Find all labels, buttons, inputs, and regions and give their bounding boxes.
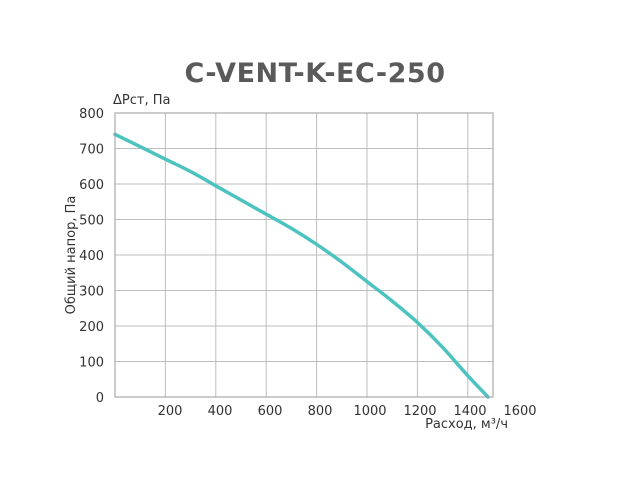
x-tick-label: 1000 (353, 404, 386, 419)
y-tick-label: 500 (79, 214, 104, 229)
x-tick-label: 1600 (503, 404, 536, 419)
y-tick-label: 800 (79, 107, 104, 122)
x-tick-label: 1200 (403, 404, 436, 419)
grid (115, 113, 493, 397)
x-ticks: 200 400 600 800 1000 1200 1400 1600 (158, 404, 537, 419)
series-line (113, 132, 490, 399)
y-tick-label: 600 (79, 178, 104, 193)
y-tick-label: 200 (79, 320, 104, 335)
x-tick-label: 800 (308, 404, 333, 419)
x-tick-label: 600 (258, 404, 283, 419)
series-layer (113, 132, 490, 399)
x-tick-label: 400 (208, 404, 233, 419)
y-tick-label: 0 (96, 391, 104, 406)
y-tick-label: 300 (79, 285, 104, 300)
plot-frame (114, 112, 494, 398)
x-tick-label: 200 (158, 404, 183, 419)
y-ticks: 0 100 200 300 400 500 600 700 800 (79, 107, 104, 406)
y-tick-label: 100 (79, 356, 104, 371)
chart-title: C-VENT-K-EC-250 (185, 58, 446, 89)
y-tick-label: 700 (79, 143, 104, 158)
x-tick-label: 1400 (453, 404, 486, 419)
y-axis-top-label: ΔРст, Па (113, 93, 170, 108)
y-axis-label: Общий напор, Па (64, 196, 79, 315)
y-tick-label: 400 (79, 249, 104, 264)
x-axis-label: Расход, м³/ч (425, 417, 508, 432)
